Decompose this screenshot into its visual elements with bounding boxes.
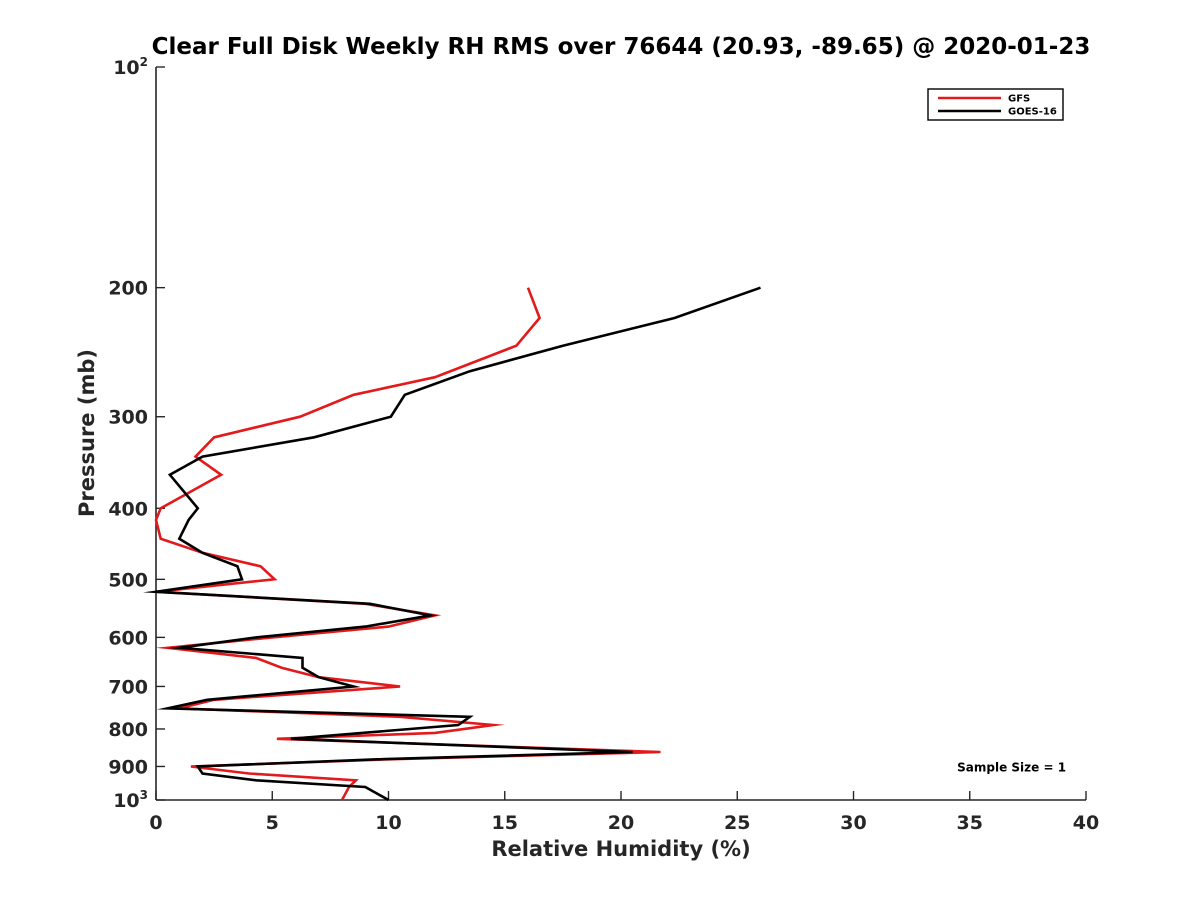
- legend-label: GOES-16: [1008, 107, 1057, 118]
- x-tick-label: 30: [840, 812, 866, 834]
- x-tick-label: 15: [492, 812, 518, 834]
- x-tick-label: 40: [1073, 812, 1099, 834]
- y-tick-label: 103: [113, 788, 148, 812]
- y-axis-label: Pressure (mb): [75, 349, 99, 517]
- series-line-gfs: [154, 287, 661, 801]
- y-tick-label: 300: [108, 407, 148, 429]
- y-tick-label: 700: [108, 676, 148, 698]
- y-tick-label: 400: [108, 498, 148, 520]
- x-axis-label: Relative Humidity (%): [491, 837, 750, 861]
- x-tick-label: 10: [375, 812, 401, 834]
- x-tick-label: 35: [957, 812, 983, 834]
- y-tick-label: 800: [108, 719, 148, 741]
- annotations: Sample Size = 1: [957, 760, 1066, 774]
- legend-box: [927, 88, 1064, 121]
- x-tick-label: 20: [608, 812, 634, 834]
- x-tick-label: 25: [724, 812, 750, 834]
- legend: GFS GOES-16: [927, 88, 1064, 121]
- sample-size-annotation: Sample Size = 1: [957, 760, 1066, 774]
- y-tick-label: 200: [108, 278, 148, 300]
- legend-label: GFS: [1008, 94, 1030, 105]
- x-tick-label: 0: [149, 812, 162, 834]
- plot-area: 0 5 10 15 20 25 30 35 40 102 200 300 400 500 600 700 800…: [108, 55, 1099, 834]
- y-tick-label: 102: [113, 55, 148, 79]
- x-tick-label: 5: [266, 812, 279, 834]
- series-line-goes-16: [143, 286, 761, 802]
- y-tick-label: 900: [108, 756, 148, 778]
- y-tick-label: 600: [108, 627, 148, 649]
- chart-title: Clear Full Disk Weekly RH RMS over 76644…: [152, 34, 1091, 60]
- y-tick-label: 500: [108, 569, 148, 591]
